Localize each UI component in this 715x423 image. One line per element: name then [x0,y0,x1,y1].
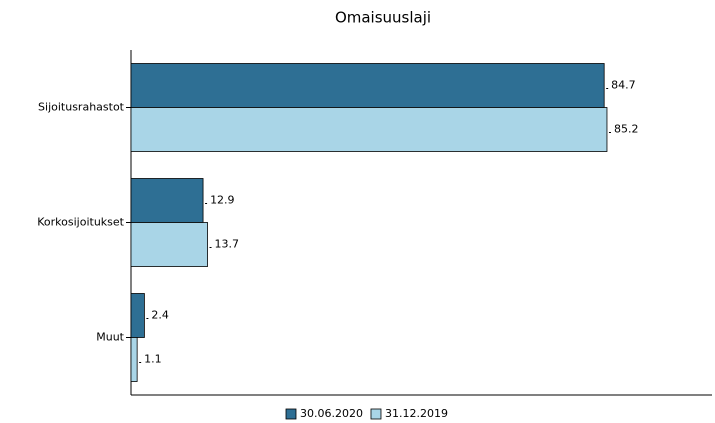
y-tick-label: Korkosijoitukset [37,216,124,229]
data-label: 13.7 [215,238,240,251]
legend-swatch [370,408,382,420]
data-label: 84.7 [611,79,636,92]
y-tick-label: Sijoitusrahastot [38,101,125,114]
chart-title: Omaisuuslaji [335,9,431,27]
legend-label: 31.12.2019 [385,407,448,420]
y-tick-label: Muut [96,331,124,344]
bar [130,222,208,267]
data-label: 1.1 [144,353,162,366]
bar [130,107,608,152]
data-label: 85.2 [614,123,639,136]
bar [130,178,204,223]
data-label: 2.4 [151,309,169,322]
bar [130,63,605,108]
bar [130,293,145,338]
legend-swatch [285,408,297,420]
data-label: 12.9 [210,194,235,207]
bar [130,337,138,382]
legend-label: 30.06.2020 [300,407,363,420]
